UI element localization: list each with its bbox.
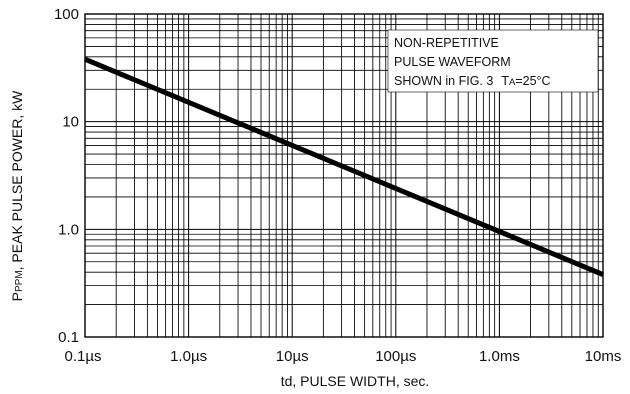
plot-frame — [84, 13, 604, 338]
x-axis-title: td, PULSE WIDTH, sec. — [281, 373, 430, 389]
y-tick-label: 100 — [54, 6, 79, 23]
annotation-temp-value: =25°C — [515, 74, 550, 88]
annotation-line-1: NON-REPETITIVE — [394, 36, 499, 50]
annotation-figure-ref: SHOWN in FIG. 3 — [394, 74, 493, 88]
y-axis-title: PPPM, PEAK PULSE POWER, kW — [9, 90, 25, 302]
annotation-background — [387, 29, 599, 93]
grid-lines — [84, 14, 603, 338]
annotation-box: NON-REPETITIVE PULSE WAVEFORM SHOWN in F… — [387, 29, 599, 93]
x-tick-label: 100µs — [375, 348, 416, 365]
x-tick-label: 10µs — [276, 348, 309, 365]
annotation-line-3: SHOWN in FIG. 3 TA=25°C — [394, 74, 551, 88]
y-axis-title-text: , PEAK PULSE POWER, kW — [9, 90, 25, 270]
annotation-temp-subscript: A — [509, 77, 516, 88]
x-tick-labels: 0.1µs 1.0µs 10µs 100µs 1.0ms 10ms — [65, 348, 622, 365]
y-axis-title-subscript: PPM — [14, 270, 25, 292]
y-tick-label: 10 — [62, 114, 79, 131]
y-tick-label: 0.1 — [58, 329, 79, 346]
annotation-line-2: PULSE WAVEFORM — [394, 55, 511, 69]
series-layer — [84, 56, 604, 277]
series-line — [84, 56, 604, 277]
y-tick-labels: 100 10 1.0 0.1 — [54, 6, 79, 346]
annotation-temp-symbol: T — [501, 74, 509, 88]
x-tick-label: 0.1µs — [65, 348, 102, 365]
y-tick-label: 1.0 — [58, 221, 79, 238]
x-tick-label: 1.0ms — [479, 348, 520, 365]
x-tick-label: 10ms — [585, 348, 622, 365]
y-axis-title-symbol: P — [9, 292, 25, 301]
x-tick-label: 1.0µs — [170, 348, 207, 365]
